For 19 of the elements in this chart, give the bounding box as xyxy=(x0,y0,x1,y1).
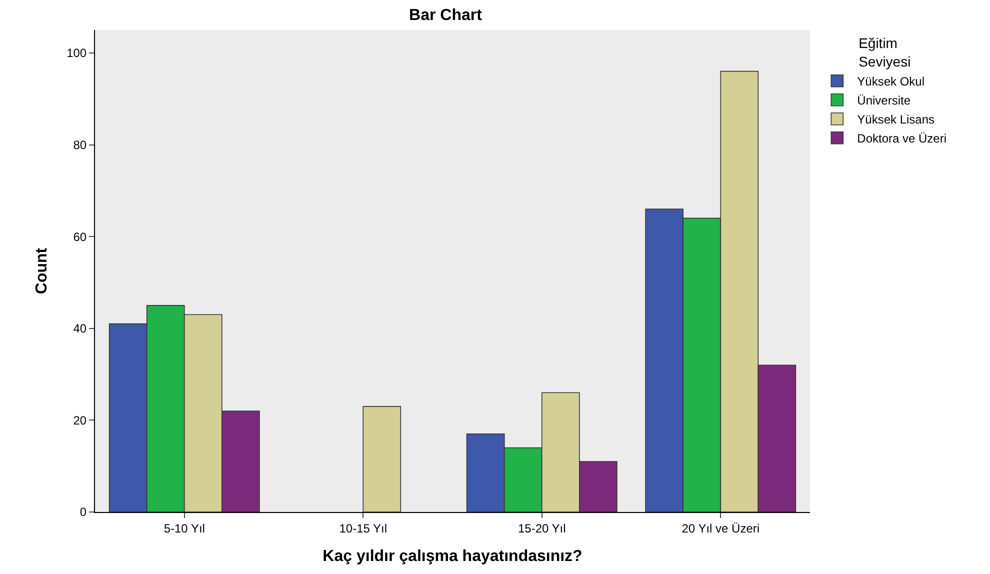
x-tick-label: 5-10 Yıl xyxy=(164,521,205,536)
legend-label: Doktora ve Üzeri xyxy=(857,132,947,146)
x-tick-label: 15-20 Yıl xyxy=(518,521,566,536)
x-tick-label: 20 Yıl ve Üzeri xyxy=(682,521,760,536)
legend-label: Üniversite xyxy=(857,94,911,108)
legend-title: Eğitim Seviyesi xyxy=(858,35,911,70)
y-axis-title: Count xyxy=(33,247,50,294)
y-tick-label: 60 xyxy=(73,230,87,244)
chart-title: Bar Chart xyxy=(409,6,483,24)
legend-label: Yüksek Lisans xyxy=(857,112,935,127)
x-tick-label: 10-15 Yıl xyxy=(339,521,388,536)
y-tick-label: 100 xyxy=(66,46,87,60)
y-tick-label: 80 xyxy=(73,138,87,152)
y-tick-label: 0 xyxy=(80,505,87,520)
y-tick-label: 20 xyxy=(73,413,87,428)
x-axis-title: Kaç yıldır çalışma hayatındasınız? xyxy=(322,548,582,566)
y-tick-label: 40 xyxy=(73,322,87,336)
legend-label: Yüksek Okul xyxy=(857,74,925,89)
bar xyxy=(362,406,402,512)
